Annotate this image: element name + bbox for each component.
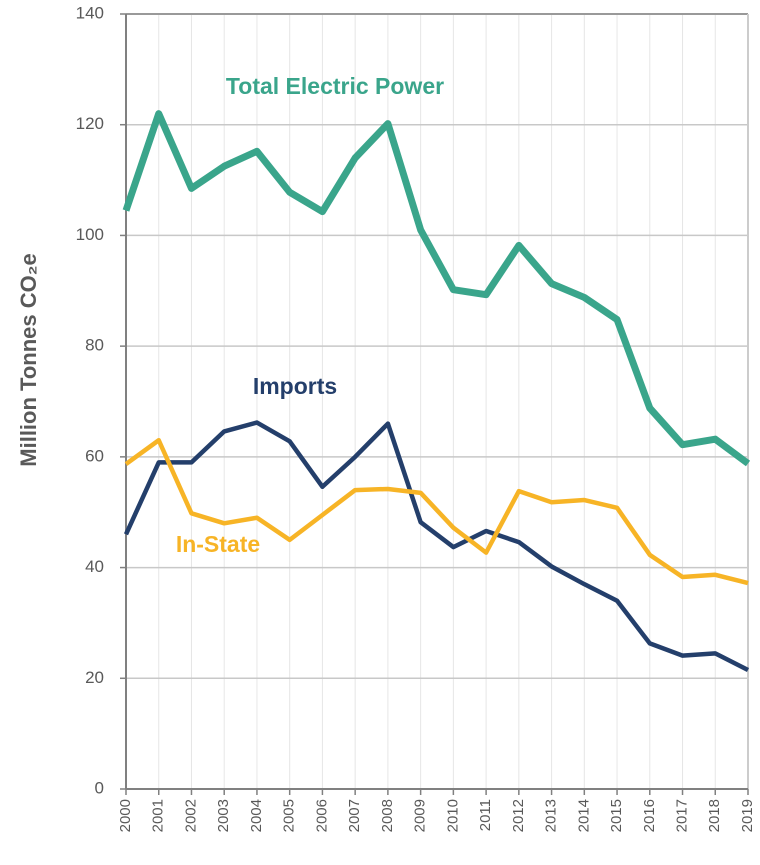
x-tick-label: 2011 [477, 799, 494, 831]
x-tick-label: 2004 [248, 799, 265, 832]
y-tick-label: 0 [95, 778, 104, 797]
series-line [124, 438, 749, 586]
x-tick-label: 2010 [444, 799, 461, 832]
x-tick-label: 2016 [641, 799, 658, 832]
y-tick-label: 20 [85, 668, 104, 687]
series-label: Total Electric Power [226, 73, 444, 99]
x-tick-label: 2017 [673, 799, 690, 832]
x-tick-label: 2018 [706, 799, 723, 832]
x-tick-label: 2014 [575, 799, 592, 832]
x-tick-label: 2008 [379, 799, 396, 832]
y-tick-label: 140 [76, 3, 104, 22]
y-tick-label: 40 [85, 557, 104, 576]
y-tick-label: 100 [76, 225, 104, 244]
y-tick-label: 60 [85, 446, 104, 465]
x-tick-label: 2003 [215, 799, 232, 832]
x-tick-label: 2007 [346, 799, 363, 832]
series-line [122, 110, 751, 467]
x-tick-label: 2012 [510, 799, 527, 832]
series-label: In-State [176, 531, 260, 557]
y-tick-label: 80 [85, 336, 104, 355]
y-axis-title: Million Tonnes CO₂e [16, 253, 41, 466]
x-tick-label: 2006 [313, 799, 330, 832]
x-tick-label: 2015 [608, 799, 625, 832]
series-label: Imports [253, 373, 337, 399]
x-tick-label: 2002 [182, 799, 199, 832]
y-tick-label: 120 [76, 114, 104, 133]
series-line [123, 420, 750, 672]
x-tick-label: 2013 [543, 799, 560, 832]
x-tick-label: 2009 [412, 799, 429, 832]
x-tick-label: 2019 [739, 799, 756, 832]
x-tick-label: 2000 [117, 799, 134, 832]
x-tick-label: 2005 [281, 799, 298, 832]
x-tick-label: 2001 [150, 799, 167, 832]
